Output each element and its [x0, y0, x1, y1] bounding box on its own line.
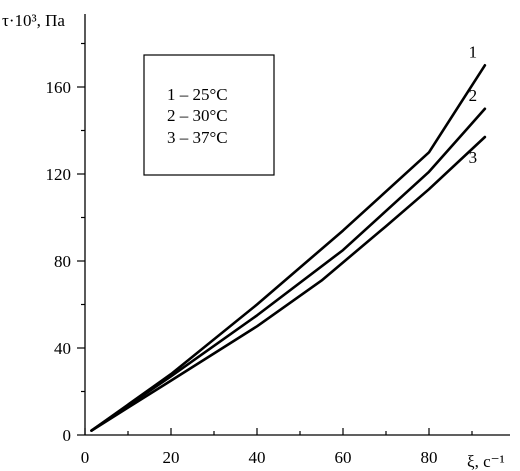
series-label-1: 1 [469, 42, 478, 61]
x-tick-label: 60 [335, 448, 352, 467]
y-tick-label: 40 [54, 339, 71, 358]
series-label-3: 3 [469, 148, 478, 167]
series-label-2: 2 [469, 86, 478, 105]
y-tick-label: 120 [46, 165, 72, 184]
series-line-2 [90, 107, 487, 432]
x-axis-title: ξ, с⁻¹ [467, 452, 505, 471]
legend-item-1: 1 – 25°C [167, 85, 228, 104]
legend-box [143, 54, 275, 176]
x-tick-label: 80 [421, 448, 438, 467]
x-tick-label: 0 [81, 448, 90, 467]
x-tick-label: 20 [163, 448, 180, 467]
legend-item-3: 3 – 37°C [167, 128, 228, 147]
series-line-1 [90, 64, 487, 432]
y-tick-label: 160 [46, 78, 72, 97]
y-axis-title: τ·10³, Па [2, 11, 65, 30]
y-tick-label: 0 [63, 426, 72, 445]
x-tick-label: 40 [249, 448, 266, 467]
y-tick-label: 80 [54, 252, 71, 271]
legend-item-2: 2 – 30°C [167, 106, 228, 125]
legend: 1 – 25°C 2 – 30°C 3 – 37°C [143, 54, 275, 176]
series-line-3 [90, 135, 487, 432]
